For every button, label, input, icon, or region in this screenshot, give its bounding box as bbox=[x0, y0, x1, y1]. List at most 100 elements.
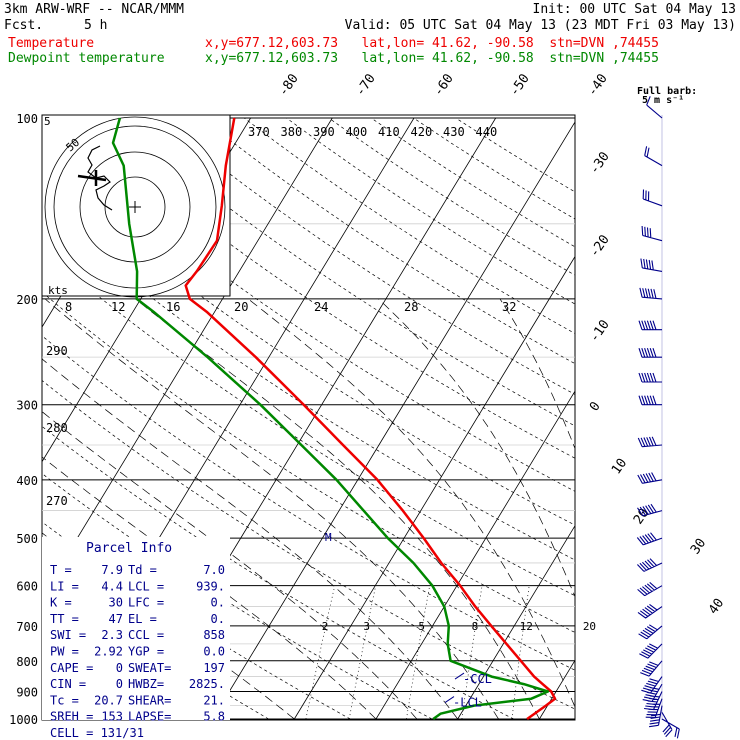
mixing-ratio-5 bbox=[406, 585, 431, 720]
parcel-key-8-b: SHEAR= bbox=[128, 693, 171, 707]
dry-adiabat-330 bbox=[42, 248, 575, 597]
speed-scale-label-12: 12 bbox=[111, 300, 125, 314]
pressure-label-200: 200 bbox=[16, 293, 38, 307]
isotherm-0 bbox=[375, 390, 575, 720]
pressure-label-1000: 1000 bbox=[9, 713, 38, 727]
barb-legend-title: Full barb: bbox=[637, 86, 697, 97]
isotherm-label--30: -30 bbox=[587, 149, 613, 177]
parcel-key-1-b: LCL = bbox=[128, 579, 164, 593]
dry-adiabat-310 bbox=[42, 335, 575, 671]
speed-scale-label-16: 16 bbox=[166, 300, 180, 314]
dry-adiabat-440 bbox=[371, 117, 575, 248]
isotherm-label-20: 20 bbox=[631, 506, 652, 527]
moist-adiabat-5 bbox=[42, 411, 418, 720]
valid-time: Valid: 05 UTC Sat 04 May 13 (23 MDT Fri … bbox=[344, 18, 736, 33]
moist-adiabat-25 bbox=[247, 298, 575, 708]
isotherm--10 bbox=[293, 255, 575, 720]
hodograph-ring-label-5: 5 bbox=[44, 115, 51, 128]
marker-label-ccl: -CCL bbox=[463, 672, 492, 686]
hodograph-units: kts bbox=[48, 284, 68, 297]
temperature-legend: Temperature bbox=[8, 36, 95, 51]
dry-adiabat-460 bbox=[455, 117, 575, 193]
dry-adiabat-420 bbox=[286, 117, 575, 305]
parcel-info-title: Parcel Info bbox=[86, 541, 172, 556]
parcel-val-2-a: 30 bbox=[109, 596, 123, 610]
dry-adiabat-320 bbox=[42, 291, 575, 633]
marker-label-lcl: -LCL bbox=[453, 696, 482, 710]
theta-label-420: 420 bbox=[411, 125, 433, 139]
isotherm-label-10: 10 bbox=[609, 456, 630, 477]
barb-legend-value: 5 m s⁻¹ bbox=[642, 95, 684, 106]
parcel-key-6-b: SWEAT= bbox=[128, 661, 171, 675]
model-title: 3km ARW-WRF -- NCAR/MMM bbox=[4, 2, 185, 17]
parcel-val-3-b: 0. bbox=[211, 612, 225, 626]
parcel-val-3-a: 47 bbox=[109, 612, 123, 626]
forecast-hour: 5 h bbox=[84, 18, 108, 33]
parcel-val-8-a: 20.7 bbox=[94, 693, 123, 707]
parcel-key-3-b: EL = bbox=[128, 612, 157, 626]
parcel-key-7-b: HWBZ= bbox=[128, 677, 164, 691]
isotherm-label-30: 30 bbox=[688, 536, 709, 557]
parcel-key-7-a: CIN = bbox=[50, 677, 86, 691]
pressure-label-400: 400 bbox=[16, 474, 38, 488]
dry-adiabat-400 bbox=[201, 117, 575, 365]
speed-scale-label-8: 8 bbox=[65, 300, 72, 314]
mixing-ratio-20 bbox=[578, 586, 591, 719]
parcel-val-9-a: 153 bbox=[101, 710, 123, 724]
pressure-label-500: 500 bbox=[16, 532, 38, 546]
parcel-key-4-a: SWI = bbox=[50, 628, 86, 642]
forecast-label: Fcst. bbox=[4, 18, 44, 33]
parcel-val-8-b: 21. bbox=[203, 693, 225, 707]
marker-line-lcl bbox=[444, 696, 455, 703]
dewpoint-profile bbox=[111, 117, 550, 720]
theta-label-400: 400 bbox=[346, 125, 368, 139]
parcel-val-7-a: 0 bbox=[116, 677, 123, 691]
parcel-key-9-a: SREH = bbox=[50, 710, 93, 724]
mixing-ratio-label-5: 5 bbox=[418, 620, 425, 633]
isotherm-label--70: -70 bbox=[353, 71, 379, 99]
isotherm--90 bbox=[0, 118, 6, 719]
pressure-label-900: 900 bbox=[16, 685, 38, 699]
parcel-val-5-a: 2.92 bbox=[94, 645, 123, 659]
parcel-key-3-a: TT = bbox=[50, 612, 79, 626]
isotherm-10 bbox=[457, 524, 575, 720]
isotherm--20 bbox=[212, 121, 575, 720]
mixing-ratio-label-3: 3 bbox=[363, 620, 370, 633]
parcel-cell: CELL = 131/31 bbox=[50, 726, 144, 740]
marker-line-ccl bbox=[454, 672, 465, 680]
isotherm-40 bbox=[703, 118, 740, 719]
moist-adiabat-30 bbox=[378, 298, 575, 598]
isotherm-label--10: -10 bbox=[587, 317, 613, 345]
theta-label-380: 380 bbox=[281, 125, 303, 139]
theta-label-430: 430 bbox=[443, 125, 465, 139]
parcel-val-4-b: 858 bbox=[203, 628, 225, 642]
parcel-key-9-b: LAPSE= bbox=[128, 710, 171, 724]
dry-adiabat-430 bbox=[328, 117, 575, 276]
parcel-info-box bbox=[42, 537, 230, 720]
speed-scale-label-32: 32 bbox=[502, 300, 516, 314]
parcel-key-2-b: LFC = bbox=[128, 596, 164, 610]
theta-side-label-280: 280 bbox=[46, 421, 68, 435]
isotherm-label--20: -20 bbox=[587, 232, 613, 260]
pressure-label-600: 600 bbox=[16, 580, 38, 594]
dewpoint-legend: Dewpoint temperature bbox=[8, 51, 165, 66]
parcel-val-1-a: 4.4 bbox=[101, 579, 123, 593]
moist-adiabat-10 bbox=[42, 358, 458, 720]
parcel-val-9-b: 5.8 bbox=[203, 710, 225, 724]
marker-m: M bbox=[325, 531, 332, 544]
theta-label-410: 410 bbox=[378, 125, 400, 139]
wind-barbs bbox=[636, 96, 680, 739]
hodograph-trace bbox=[87, 145, 113, 211]
temperature-location: x,y=677.12,603.73 lat,lon= 41.62, -90.58… bbox=[205, 36, 659, 51]
parcel-key-0-b: Td = bbox=[128, 563, 157, 577]
init-time: Init: 00 UTC Sat 04 May 13 bbox=[532, 2, 737, 17]
parcel-val-5-b: 0.0 bbox=[203, 645, 225, 659]
isotherm-20 bbox=[539, 659, 575, 720]
moist-adiabat-15 bbox=[44, 298, 499, 720]
dry-adiabat-290 bbox=[42, 425, 514, 720]
theta-label-390: 390 bbox=[313, 125, 335, 139]
mixing-ratio-label-8: 8 bbox=[472, 620, 479, 633]
speed-scale-label-20: 20 bbox=[234, 300, 248, 314]
mixing-ratio-label-2: 2 bbox=[322, 620, 329, 633]
pressure-label-800: 800 bbox=[16, 655, 38, 669]
